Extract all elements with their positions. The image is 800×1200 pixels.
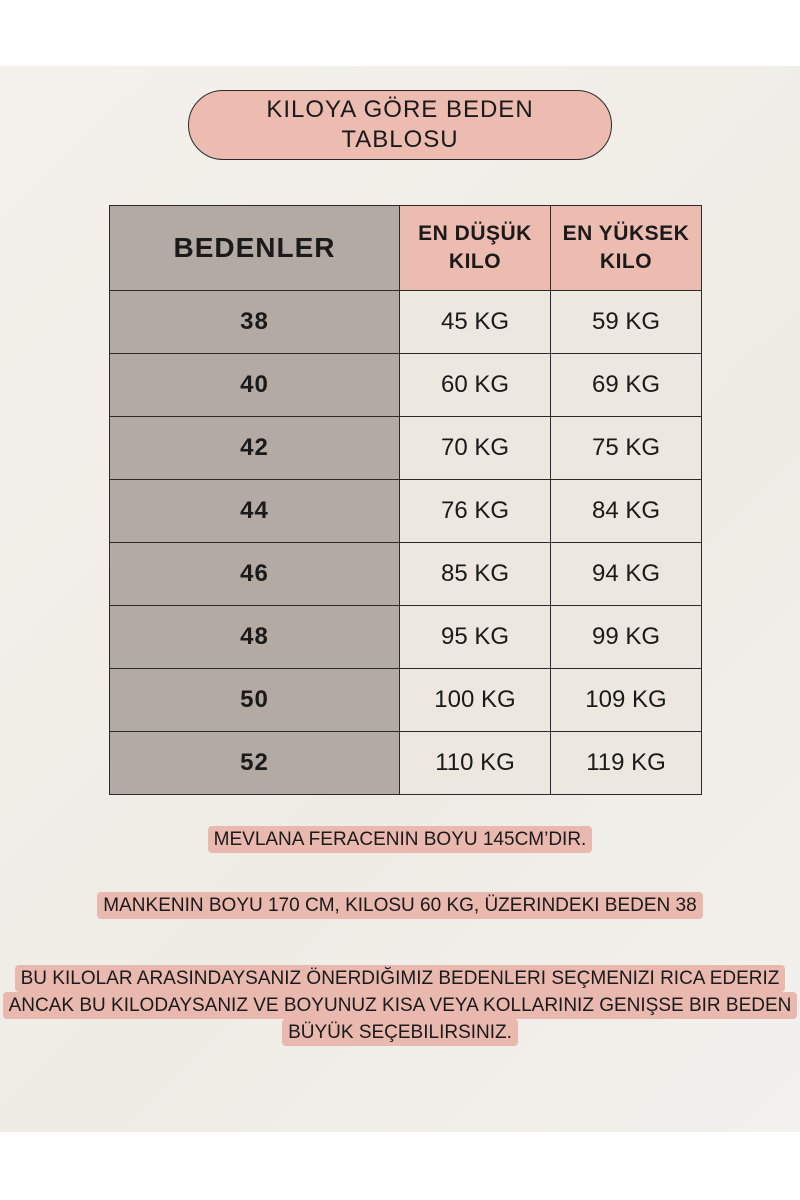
cell-max-weight: 59 KG	[550, 290, 702, 354]
cell-max-weight: 69 KG	[550, 353, 702, 417]
cell-size: 44	[109, 479, 400, 543]
cell-min-weight: 70 KG	[399, 416, 551, 480]
cell-max-weight: 119 KG	[550, 731, 702, 795]
cell-size: 52	[109, 731, 400, 795]
cell-min-weight: 45 KG	[399, 290, 551, 354]
table-row: 52 110 KG 119 KG	[109, 731, 702, 795]
table-header-row: BEDENLER EN DÜŞÜK KILO EN YÜKSEK KILO	[109, 205, 702, 291]
header-max-weight: EN YÜKSEK KILO	[550, 205, 702, 291]
page-title: KILOYA GÖRE BEDEN TABLOSU	[188, 90, 612, 160]
cell-max-weight: 84 KG	[550, 479, 702, 543]
table-row: 46 85 KG 94 KG	[109, 542, 702, 606]
note-ferace-length: MEVLANA FERACENIN BOYU 145CM’DIR.	[0, 826, 800, 853]
note-text: MEVLANA FERACENIN BOYU 145CM’DIR.	[207, 826, 593, 853]
cell-min-weight: 100 KG	[399, 668, 551, 732]
cell-size: 50	[109, 668, 400, 732]
note-model-info: MANKENIN BOYU 170 CM, KILOSU 60 KG, ÜZER…	[0, 892, 800, 919]
cell-max-weight: 75 KG	[550, 416, 702, 480]
cell-min-weight: 110 KG	[399, 731, 551, 795]
header-min-weight-text: EN DÜŞÜK KILO	[418, 222, 532, 273]
header-sizes: BEDENLER	[109, 205, 400, 291]
cell-size: 42	[109, 416, 400, 480]
table-row: 40 60 KG 69 KG	[109, 353, 702, 417]
cell-max-weight: 99 KG	[550, 605, 702, 669]
size-table: BEDENLER EN DÜŞÜK KILO EN YÜKSEK KILO 38…	[109, 205, 702, 795]
cell-size: 48	[109, 605, 400, 669]
cell-min-weight: 76 KG	[399, 479, 551, 543]
cell-min-weight: 60 KG	[399, 353, 551, 417]
header-max-weight-text: EN YÜKSEK KILO	[562, 222, 690, 273]
cell-size: 40	[109, 353, 400, 417]
header-min-weight: EN DÜŞÜK KILO	[399, 205, 551, 291]
table-row: 50 100 KG 109 KG	[109, 668, 702, 732]
table-row: 38 45 KG 59 KG	[109, 290, 702, 354]
cell-min-weight: 85 KG	[399, 542, 551, 606]
table-row: 48 95 KG 99 KG	[109, 605, 702, 669]
cell-max-weight: 94 KG	[550, 542, 702, 606]
page-title-text: KILOYA GÖRE BEDEN TABLOSU	[266, 96, 534, 153]
cell-size: 46	[109, 542, 400, 606]
table-row: 42 70 KG 75 KG	[109, 416, 702, 480]
cell-max-weight: 109 KG	[550, 668, 702, 732]
cell-size: 38	[109, 290, 400, 354]
table-row: 44 76 KG 84 KG	[109, 479, 702, 543]
note-size-advice: BU KILOLAR ARASINDAYSANIZ ÖNERDIĞIMIZ BE…	[0, 965, 800, 1046]
note-text: MANKENIN BOYU 170 CM, KILOSU 60 KG, ÜZER…	[97, 892, 703, 919]
cell-min-weight: 95 KG	[399, 605, 551, 669]
note-text: BU KILOLAR ARASINDAYSANIZ ÖNERDIĞIMIZ BE…	[2, 965, 798, 1046]
